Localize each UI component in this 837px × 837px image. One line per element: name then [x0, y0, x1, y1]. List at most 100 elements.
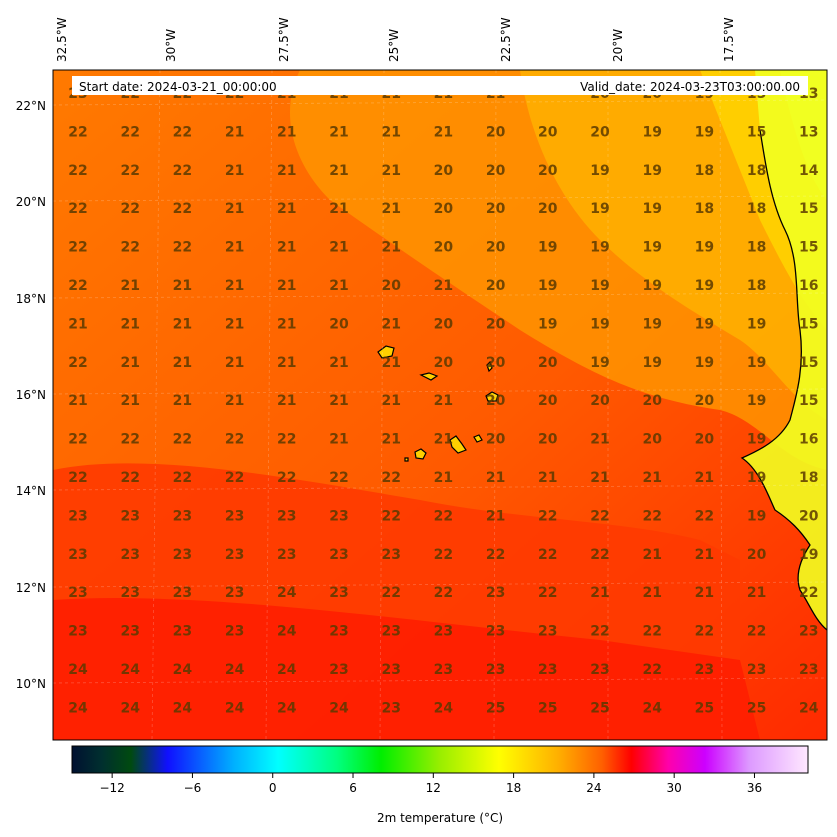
temperature-value: 25 — [486, 700, 505, 716]
temperature-value: 13 — [799, 124, 818, 140]
temperature-value: 21 — [695, 470, 714, 486]
temperature-value: 21 — [225, 124, 244, 140]
temperature-value: 22 — [173, 470, 192, 486]
temperature-value: 21 — [381, 201, 400, 217]
temperature-value: 20 — [538, 432, 558, 448]
temperature-value: 20 — [486, 432, 506, 448]
temperature-value: 19 — [642, 240, 661, 256]
temperature-value: 21 — [329, 163, 348, 179]
temperature-value: 24 — [68, 662, 88, 678]
temperature-value: 23 — [434, 662, 453, 678]
temperature-value: 24 — [277, 624, 297, 640]
temperature-value: 14 — [799, 163, 819, 179]
colorbar-tick-label: −12 — [99, 781, 124, 795]
temperature-value: 22 — [68, 201, 87, 217]
temperature-value: 24 — [277, 585, 297, 601]
lon-label: 17.5°W — [722, 17, 736, 62]
temperature-value: 22 — [642, 508, 661, 524]
temperature-value: 22 — [434, 585, 453, 601]
temperature-value: 23 — [277, 508, 296, 524]
colorbar: −12 −6 0 6 12 18 24 30 36 2m temperature (°C) — [71, 745, 809, 825]
temperature-value: 21 — [329, 278, 348, 294]
temperature-value: 21 — [434, 278, 453, 294]
temperature-value: 22 — [695, 624, 714, 640]
temperature-value: 19 — [642, 201, 661, 217]
temperature-value: 25 — [695, 700, 714, 716]
temperature-value: 20 — [486, 201, 506, 217]
start-date-label: Start date: 2024-03-21_00:00:00 — [79, 80, 277, 94]
temperature-value: 15 — [799, 201, 818, 217]
temperature-value: 21 — [277, 240, 296, 256]
temperature-value: 21 — [381, 316, 400, 332]
temperature-value: 20 — [538, 163, 558, 179]
temperature-value: 19 — [695, 355, 714, 371]
temperature-value: 21 — [329, 355, 348, 371]
temperature-value: 23 — [486, 624, 505, 640]
temperature-value: 22 — [173, 201, 192, 217]
temperature-value: 20 — [538, 201, 558, 217]
colorbar-tick-label: 36 — [747, 781, 762, 795]
temperature-value: 22 — [173, 432, 192, 448]
temperature-value: 23 — [120, 508, 139, 524]
temperature-value: 20 — [486, 278, 506, 294]
temperature-value: 23 — [486, 585, 505, 601]
temperature-value: 22 — [381, 585, 400, 601]
temperature-value: 15 — [799, 316, 818, 332]
temperature-value: 22 — [329, 470, 348, 486]
temperature-value: 20 — [434, 201, 454, 217]
temperature-value: 25 — [590, 700, 609, 716]
temperature-value: 22 — [120, 240, 139, 256]
temperature-value: 22 — [120, 432, 139, 448]
temperature-value: 21 — [329, 124, 348, 140]
temperature-value: 24 — [120, 662, 140, 678]
temperature-value: 24 — [799, 700, 819, 716]
temperature-value: 23 — [538, 662, 557, 678]
temperature-value: 22 — [277, 432, 296, 448]
temperature-value: 21 — [381, 240, 400, 256]
temperature-value: 21 — [642, 547, 661, 563]
temperature-value: 19 — [747, 393, 766, 409]
temperature-value: 19 — [590, 278, 609, 294]
temperature-value: 21 — [173, 278, 192, 294]
temperature-value: 22 — [120, 201, 139, 217]
temperature-value: 22 — [277, 470, 296, 486]
temperature-value: 15 — [799, 393, 818, 409]
temperature-value: 21 — [173, 355, 192, 371]
longitude-labels: 32.5°W 30°W 27.5°W 25°W 22.5°W 20°W 17.5… — [55, 17, 736, 62]
temperature-value: 21 — [173, 316, 192, 332]
temperature-value: 21 — [434, 393, 453, 409]
coastline — [740, 129, 827, 631]
temperature-value-grid: 23 22 22 22 21 21 21 21 21 20 20 19 15 13 22 22 22 21 21 21… — [68, 86, 819, 716]
temperature-value: 23 — [329, 547, 348, 563]
temperature-value: 21 — [590, 585, 609, 601]
temperature-value: 23 — [329, 624, 348, 640]
temperature-value: 19 — [590, 163, 609, 179]
temperature-value: 20 — [695, 393, 715, 409]
lat-label: 20°N — [16, 195, 46, 209]
temperature-value: 22 — [747, 624, 766, 640]
cape-verde-islands — [377, 345, 499, 462]
temperature-value: 22 — [538, 547, 557, 563]
lon-label: 22.5°W — [499, 17, 513, 62]
temperature-value: 16 — [799, 278, 818, 294]
temperature-value: 23 — [381, 700, 400, 716]
temperature-value: 22 — [68, 163, 87, 179]
temperature-value: 19 — [695, 278, 714, 294]
temperature-value: 20 — [642, 393, 662, 409]
temperature-value: 24 — [277, 662, 297, 678]
temperature-value: 23 — [68, 547, 87, 563]
temperature-value: 21 — [381, 432, 400, 448]
temperature-value: 21 — [68, 393, 87, 409]
temperature-value: 22 — [68, 470, 87, 486]
temperature-value: 23 — [225, 547, 244, 563]
temperature-value: 21 — [695, 585, 714, 601]
temperature-value: 24 — [225, 700, 245, 716]
temperature-value: 22 — [381, 508, 400, 524]
temperature-value: 22 — [695, 508, 714, 524]
temperature-value: 20 — [434, 355, 454, 371]
temperature-value: 21 — [590, 470, 609, 486]
lat-label: 18°N — [16, 292, 46, 306]
lon-label: 32.5°W — [55, 17, 69, 62]
colorbar-gradient — [71, 745, 809, 774]
